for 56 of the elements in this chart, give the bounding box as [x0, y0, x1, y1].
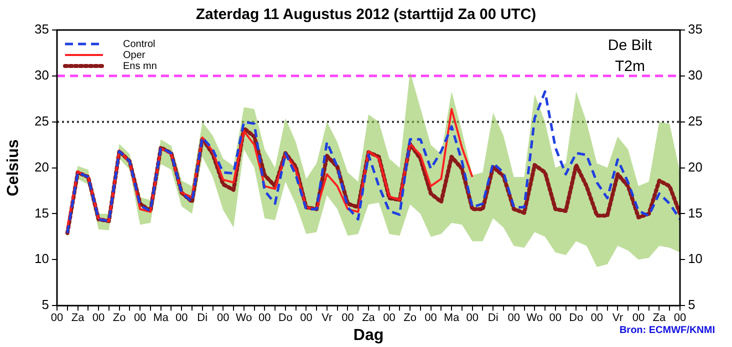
x-tick-label: Zo: [112, 312, 126, 324]
x-tick-label: 00: [508, 312, 520, 324]
x-tick-label: Wo: [526, 312, 543, 324]
x-tick-label: Za: [652, 312, 667, 324]
x-tick-label: Di: [197, 312, 208, 324]
x-tick-label: 00: [342, 312, 354, 324]
x-tick-label: 00: [134, 312, 146, 324]
y-tick-label: 15: [34, 205, 49, 220]
x-tick-label: Wo: [236, 312, 252, 324]
x-tick-label: 00: [424, 312, 437, 324]
y2-tick-label: 15: [688, 205, 702, 220]
y-tick-label: 10: [34, 251, 49, 266]
y2-tick-label: 10: [688, 251, 702, 266]
x-tick-label: 00: [674, 312, 686, 324]
x-tick-label: 00: [92, 312, 105, 324]
x-tick-label: 00: [590, 312, 604, 324]
x-tick-label: 00: [300, 312, 312, 324]
x-tick-label: Do: [569, 312, 584, 324]
chart-title: Zaterdag 11 Augustus 2012 (starttijd Za 00 UTC): [196, 6, 536, 24]
x-tick-label: Ma: [153, 312, 170, 324]
x-tick-label: Do: [278, 312, 292, 324]
annotation: T2m: [615, 58, 645, 76]
y2-tick-label: 20: [688, 159, 702, 174]
x-tick-label: 00: [632, 312, 645, 324]
x-tick-label: 00: [50, 312, 64, 324]
x-tick-label: 00: [217, 312, 230, 324]
y2-tick-label: 5: [688, 297, 696, 312]
annotation: De Bilt: [608, 37, 653, 54]
x-tick-label: Za: [362, 312, 376, 324]
x-tick-label: Ma: [444, 312, 460, 324]
y-axis-title: Celsius: [5, 139, 22, 196]
x-tick-label: 00: [383, 312, 396, 324]
x-tick-label: Zo: [404, 312, 416, 324]
x-tick-label: Di: [488, 312, 498, 324]
legend-label: Ens mn: [123, 60, 157, 72]
x-tick-label: 00: [175, 312, 188, 324]
line-series: [65, 126, 680, 236]
y-tick-label: 35: [34, 22, 49, 37]
legend-label: Oper: [123, 50, 146, 61]
x-tick-label: 00: [258, 312, 271, 324]
x-tick-label: Vr: [612, 312, 624, 324]
x-tick-label: 00: [466, 312, 478, 324]
y-tick-label: 5: [42, 297, 49, 312]
y-tick-label: 25: [34, 113, 49, 128]
y2-tick-label: 35: [688, 22, 702, 37]
y-tick-label: 30: [34, 68, 49, 83]
x-tick-label: Vr: [322, 312, 333, 324]
y2-tick-label: 25: [688, 113, 702, 128]
legend-label: Control: [123, 38, 156, 50]
x-axis-title: Dag: [353, 326, 384, 344]
text: Bron: ECMWF/KNMI: [619, 324, 716, 336]
y2-tick-label: 30: [688, 68, 702, 83]
line-series: [66, 90, 680, 234]
x-tick-label: Za: [71, 312, 86, 324]
x-tick-label: 00: [549, 312, 562, 324]
y-tick-label: 20: [34, 159, 49, 174]
